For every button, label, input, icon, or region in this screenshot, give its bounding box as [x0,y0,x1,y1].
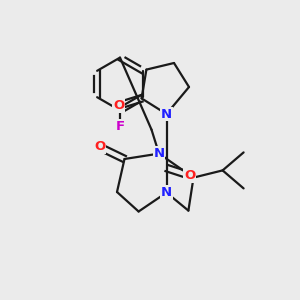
Text: F: F [116,119,124,133]
Text: O: O [94,140,105,154]
Text: O: O [113,99,124,112]
Text: N: N [161,107,172,121]
Text: O: O [184,169,195,182]
Text: N: N [161,186,172,199]
Text: N: N [153,147,165,160]
